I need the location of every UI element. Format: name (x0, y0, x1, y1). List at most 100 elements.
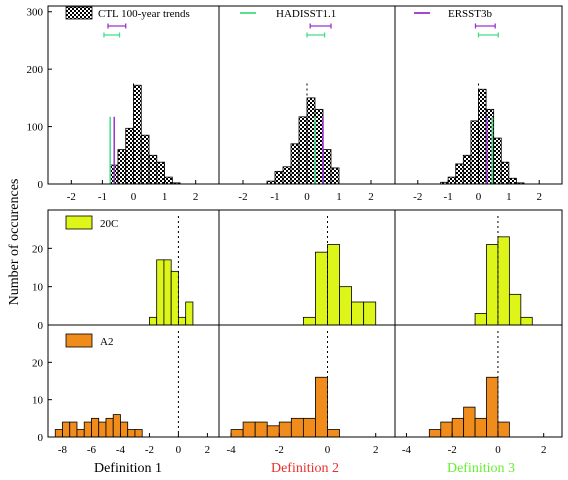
bar (363, 301, 377, 326)
bar (120, 421, 129, 438)
x-tick-label: 1 (506, 191, 512, 203)
bar (105, 417, 114, 438)
x-tick-label: -1 (444, 191, 453, 203)
bar (508, 177, 517, 185)
legend-hadisst: HADISST1.1 (240, 8, 336, 20)
bar (351, 301, 365, 326)
panel-a2-def3: -4 -2 0 2 (394, 324, 563, 456)
x-tick-label: 2 (373, 444, 379, 456)
legend-20c: 20C (65, 215, 118, 230)
bar (508, 293, 522, 326)
bar (339, 286, 353, 326)
legend-hadisst-label: HADISST1.1 (276, 8, 336, 20)
bar (163, 259, 172, 326)
bar (242, 421, 256, 438)
bar (315, 251, 328, 326)
y-tick-label: 100 (27, 122, 44, 134)
x-tick-label: 0 (476, 191, 482, 203)
x-tick-label: -2 (275, 444, 284, 456)
bar (463, 406, 476, 438)
legend-ctl: CTL 100-year trends (65, 6, 190, 20)
x-tick-label: 1 (336, 191, 342, 203)
y-tick-label: 200 (27, 64, 44, 76)
panel-ctl-def3: -2 -1 0 1 2 (394, 5, 563, 203)
panel-20c-def2 (218, 209, 396, 326)
panel-20c-def1: 0 10 20 (32, 209, 220, 332)
x-tick-label: 2 (536, 191, 542, 203)
bar (156, 259, 165, 326)
bar (266, 425, 280, 438)
bar (315, 376, 328, 438)
column-label-definition-1: Definition 1 (94, 461, 162, 476)
y-tick-label: 10 (32, 395, 44, 407)
bar (493, 137, 502, 185)
y-tick-label: 10 (32, 282, 44, 294)
legend-a2: A2 (65, 333, 113, 348)
bar (98, 421, 107, 438)
panel-20c-def3 (394, 209, 563, 326)
x-tick-label: -2 (448, 444, 457, 456)
bar (290, 417, 304, 438)
bar (497, 236, 510, 326)
x-tick-label: 0 (131, 191, 137, 203)
bar (327, 429, 340, 438)
bar (497, 421, 510, 438)
x-tick-label: 0 (325, 444, 331, 456)
panel-a2-def2: -4 -2 0 2 (218, 324, 396, 456)
bar (170, 270, 179, 326)
panel-ctl-def2: -2 -1 0 1 2 (218, 5, 396, 203)
bar (112, 414, 121, 438)
bar (500, 161, 510, 185)
panel-ctl-def1: -2 -1 0 1 2 0 100 200 300 (27, 5, 220, 203)
bar (330, 167, 340, 185)
bar (462, 154, 472, 185)
y-axis-label: Number of occurences (7, 179, 22, 306)
legend-20c-label: 20C (100, 218, 118, 230)
bar (185, 301, 194, 326)
x-tick-label: -2 (67, 191, 76, 203)
x-tick-label: -4 (402, 444, 412, 456)
bar (314, 108, 324, 185)
x-tick-label: 1 (162, 191, 168, 203)
bar (302, 417, 316, 438)
bar (164, 176, 173, 185)
legend-ctl-swatch (65, 6, 93, 20)
bar (440, 421, 453, 438)
bar (278, 421, 292, 438)
bar (451, 417, 465, 438)
bar (76, 429, 85, 438)
bar (474, 313, 487, 326)
bar (520, 316, 533, 326)
x-tick-label: -2 (238, 191, 247, 203)
bar (455, 163, 464, 185)
panel-frame (394, 324, 563, 438)
y-tick-label: 20 (32, 357, 44, 369)
bar (91, 417, 100, 438)
bar (302, 316, 316, 326)
bar (306, 97, 316, 185)
x-tick-label: 0 (495, 444, 501, 456)
bar (274, 170, 284, 185)
bar (178, 316, 187, 326)
legend-20c-swatch (65, 215, 93, 230)
x-tick-label: 2 (205, 444, 211, 456)
x-tick-label: -1 (270, 191, 279, 203)
y-tick-label: 0 (38, 179, 44, 191)
bar (69, 421, 78, 438)
bar (62, 421, 71, 438)
x-tick-label: -8 (58, 444, 68, 456)
bar (54, 429, 63, 438)
y-tick-label: 20 (32, 243, 44, 255)
bar (254, 421, 268, 438)
legend-ersst: ERSST3b (414, 8, 493, 20)
bar (134, 429, 143, 438)
legend-a2-label: A2 (100, 336, 113, 348)
bar (486, 244, 499, 326)
x-tick-label: -6 (87, 444, 97, 456)
bar (298, 116, 308, 185)
x-tick-label: 2 (368, 191, 374, 203)
x-tick-label: -1 (98, 191, 107, 203)
x-tick-label: 0 (176, 444, 182, 456)
